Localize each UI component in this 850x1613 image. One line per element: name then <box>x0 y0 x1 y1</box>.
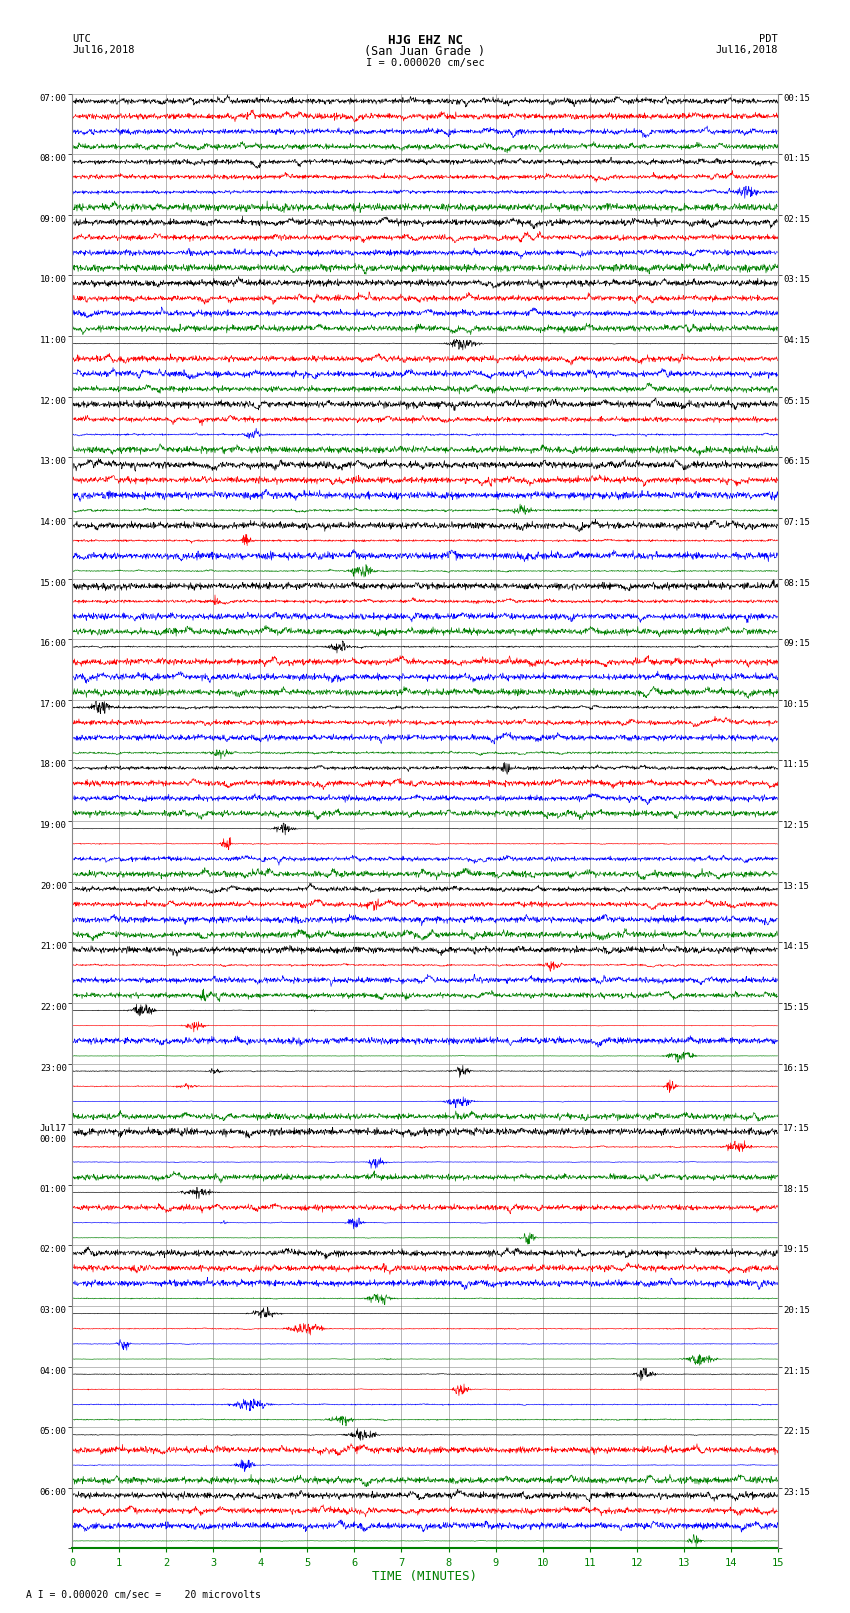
Text: I = 0.000020 cm/sec: I = 0.000020 cm/sec <box>366 58 484 68</box>
Text: A I = 0.000020 cm/sec =    20 microvolts: A I = 0.000020 cm/sec = 20 microvolts <box>26 1590 260 1600</box>
X-axis label: TIME (MINUTES): TIME (MINUTES) <box>372 1571 478 1584</box>
Text: (San Juan Grade ): (San Juan Grade ) <box>365 45 485 58</box>
Text: HJG EHZ NC: HJG EHZ NC <box>388 34 462 47</box>
Text: UTC: UTC <box>72 34 91 44</box>
Text: Jul16,2018: Jul16,2018 <box>72 45 135 55</box>
Text: Jul16,2018: Jul16,2018 <box>715 45 778 55</box>
Text: PDT: PDT <box>759 34 778 44</box>
